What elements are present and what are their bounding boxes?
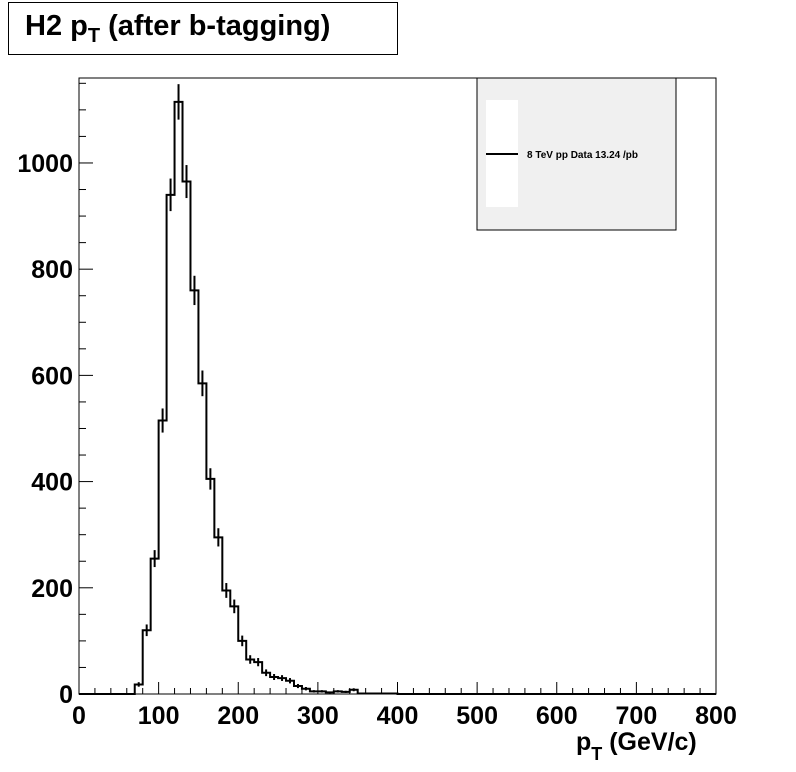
x-tick-label: 100 bbox=[138, 702, 180, 730]
x-tick-label: 500 bbox=[456, 702, 498, 730]
legend-label: 8 TeV pp Data 13.24 /pb bbox=[527, 150, 638, 161]
y-axis: 0 200 400 600 800 1000 bbox=[17, 82, 93, 709]
x-title-rest: (GeV/c) bbox=[602, 728, 696, 756]
x-tick-label: 600 bbox=[536, 702, 578, 730]
x-tick-label: 0 bbox=[72, 702, 86, 730]
x-tick-label: 700 bbox=[616, 702, 658, 730]
histogram-outline bbox=[79, 100, 716, 695]
y-tick-label: 600 bbox=[31, 362, 73, 390]
x-tick-label: 300 bbox=[297, 702, 339, 730]
x-title-main: p bbox=[576, 728, 591, 756]
y-tick-label: 0 bbox=[59, 681, 73, 709]
x-axis-title: pT (GeV/c) bbox=[576, 728, 697, 764]
y-tick-label: 1000 bbox=[17, 150, 73, 178]
x-title-subscript: T bbox=[591, 744, 602, 764]
x-tick-label: 800 bbox=[695, 702, 737, 730]
histogram-series bbox=[79, 84, 716, 695]
y-tick-label: 800 bbox=[31, 256, 73, 284]
x-tick-label: 200 bbox=[217, 702, 259, 730]
y-tick-label: 200 bbox=[31, 575, 73, 603]
title-subscript: T bbox=[87, 25, 101, 47]
title-main: H2 p bbox=[25, 10, 88, 42]
x-axis: 0 100 200 300 400 500 600 700 800 bbox=[72, 682, 737, 730]
y-tick-label: 400 bbox=[31, 469, 73, 497]
legend: 8 TeV pp Data 13.24 /pb bbox=[476, 77, 677, 231]
title-rest: (after b-tagging) bbox=[100, 10, 331, 42]
x-tick-label: 400 bbox=[377, 702, 419, 730]
chart-title: H2 pT (after b-tagging) bbox=[8, 2, 398, 55]
